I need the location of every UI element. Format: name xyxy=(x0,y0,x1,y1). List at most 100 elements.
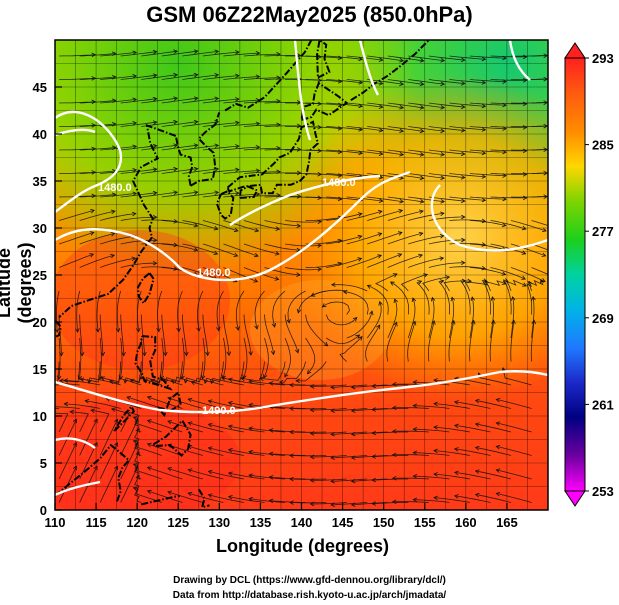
streamline xyxy=(100,122,137,127)
streamline xyxy=(202,75,239,80)
streamline-arrow xyxy=(330,478,335,484)
streamline xyxy=(100,193,137,198)
streamline xyxy=(367,232,403,245)
streamline xyxy=(223,52,260,57)
streamline xyxy=(64,379,101,386)
streamline-arrow xyxy=(481,56,487,62)
streamline-arrow xyxy=(522,148,528,154)
streamline xyxy=(188,445,224,456)
streamline-arrow xyxy=(399,198,405,204)
streamline xyxy=(387,173,424,179)
streamline xyxy=(310,408,347,411)
streamline xyxy=(496,446,532,456)
streamline-arrow xyxy=(89,231,95,236)
streamline-arrow xyxy=(110,253,116,259)
streamline xyxy=(351,431,388,435)
streamline-arrow xyxy=(23,407,27,411)
streamline xyxy=(140,337,144,380)
streamline-arrow xyxy=(350,431,356,437)
streamline xyxy=(449,102,486,107)
streamline-arrow xyxy=(399,151,405,157)
streamline-arrow xyxy=(440,199,446,204)
streamline xyxy=(346,233,382,245)
streamline xyxy=(120,314,125,356)
streamline-arrow xyxy=(366,284,372,289)
streamline xyxy=(120,337,123,380)
streamline xyxy=(510,267,546,282)
streamline-arrow xyxy=(214,143,220,149)
streamline xyxy=(120,216,157,221)
colorbar: 293 285 277 269 261 253 xyxy=(564,42,614,507)
streamline xyxy=(249,474,286,480)
streamline xyxy=(416,280,430,315)
streamline-arrow xyxy=(214,96,220,102)
streamline-arrow xyxy=(289,453,294,458)
streamline xyxy=(469,297,474,339)
streamline-arrow xyxy=(391,381,397,387)
streamline-arrow xyxy=(132,74,138,79)
streamline-arrow xyxy=(23,383,27,387)
streamline xyxy=(531,243,548,251)
streamline xyxy=(99,337,102,380)
streamline xyxy=(408,173,445,179)
streamline xyxy=(496,399,532,409)
streamline xyxy=(120,121,157,127)
streamline xyxy=(531,196,548,198)
streamline xyxy=(182,243,218,255)
streamline-arrow xyxy=(56,375,62,381)
streamline-arrow xyxy=(417,280,423,285)
streamline xyxy=(58,314,62,356)
streamline xyxy=(449,79,486,84)
colorbar-tick-label: 293 xyxy=(592,51,614,66)
streamline-arrow xyxy=(235,144,240,149)
streamline-arrow xyxy=(255,50,261,56)
streamline-arrow xyxy=(450,296,456,302)
streamline-arrow xyxy=(440,58,446,63)
streamline-arrow xyxy=(317,243,322,248)
streamline xyxy=(202,337,206,379)
streamline xyxy=(387,298,398,339)
streamline xyxy=(490,149,527,152)
streamline-arrow xyxy=(268,451,274,457)
streamline xyxy=(449,297,455,339)
streamline-arrow xyxy=(378,104,384,109)
streamline xyxy=(428,126,465,131)
streamline-arrow xyxy=(391,475,397,481)
streamline xyxy=(79,210,115,221)
streamline-arrow xyxy=(173,166,179,172)
streamline-arrow xyxy=(132,191,138,197)
streamline xyxy=(100,257,136,268)
streamline-arrow xyxy=(357,257,363,262)
streamline xyxy=(475,447,512,456)
streamline xyxy=(79,314,83,356)
streamline xyxy=(392,430,429,433)
streamline xyxy=(449,173,486,178)
coastline xyxy=(300,81,349,121)
streamline xyxy=(182,168,219,174)
streamline xyxy=(59,124,96,127)
streamline xyxy=(228,472,265,480)
streamline xyxy=(510,220,547,232)
streamline xyxy=(79,419,98,456)
streamline-arrow xyxy=(439,279,445,284)
streamline xyxy=(351,478,388,482)
coastline xyxy=(226,120,320,195)
streamline xyxy=(326,173,363,178)
streamline-arrow xyxy=(350,408,356,413)
streamline xyxy=(161,97,198,104)
streamline xyxy=(407,297,416,339)
streamline-arrow xyxy=(227,424,233,430)
streamline xyxy=(141,50,178,57)
streamline-arrow xyxy=(378,174,384,180)
streamline-arrow xyxy=(399,57,405,63)
streamline-arrow xyxy=(190,380,196,385)
streamline xyxy=(372,408,409,411)
streamline xyxy=(243,243,280,255)
streamline-arrow xyxy=(227,401,233,406)
streamline-arrow xyxy=(419,58,425,63)
streamline xyxy=(59,54,96,57)
streamline xyxy=(367,253,402,268)
streamline-arrow xyxy=(69,409,75,415)
streamline-arrow xyxy=(255,191,261,197)
streamline xyxy=(100,52,137,57)
